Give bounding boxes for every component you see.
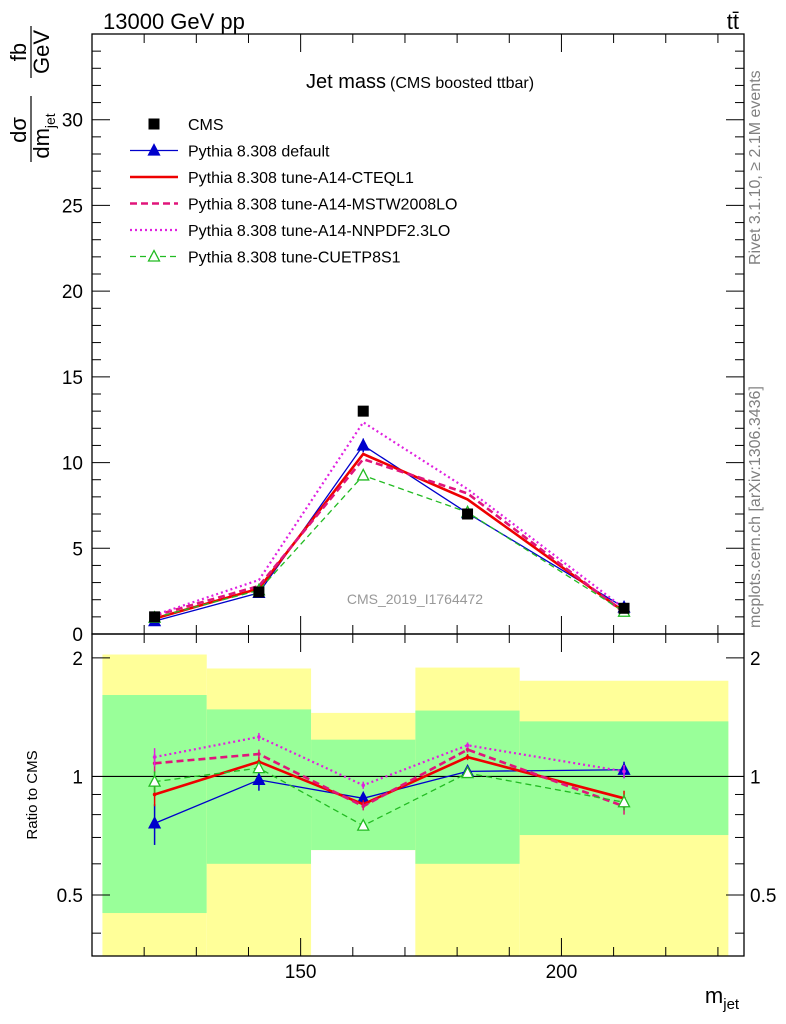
cms-data-point [149, 611, 161, 623]
ylabel-den: dmjet [29, 113, 58, 158]
ylabel-unit-den: GeV [29, 30, 54, 74]
cms-data-point [462, 508, 474, 520]
ratio-series-point [460, 765, 475, 779]
y-tick-label: 25 [62, 196, 83, 217]
main-plot: 0 5 10 15 20 25 30 [62, 33, 745, 652]
ratio-series-point [152, 792, 157, 797]
ratio-series-point [622, 769, 626, 774]
legend: CMS Pythia 8.308 default Pythia 8.308 tune… [130, 117, 457, 267]
ratio-series-point [465, 755, 470, 759]
process-label: tt̄ [727, 9, 739, 34]
y-tick-label: 10 [62, 454, 83, 475]
ratio-series-point [617, 794, 631, 808]
ratio-plot-frame [91, 633, 745, 957]
green-band-bin [519, 721, 729, 836]
ratio-series-point [257, 735, 261, 739]
legend-marker [147, 249, 161, 262]
ratio-series-point [465, 747, 470, 752]
ratio-y-tick-label: 0.5 [57, 886, 83, 907]
analysis-id: CMS_2019_I1764472 [347, 591, 483, 607]
legend-label: Pythia 8.308 tune-A14-CTEQL1 [188, 170, 414, 187]
legend-item: Pythia 8.308 tune-A14-CTEQL1 [130, 170, 414, 187]
ratio-series-point [257, 752, 261, 756]
ratio-series-point [148, 774, 162, 787]
green-band-bin [415, 710, 520, 864]
legend-marker [147, 143, 161, 156]
y-tick-label: 15 [62, 368, 83, 389]
ratio-series-point [361, 783, 366, 788]
mcplots-label: mcplots.cern.ch [arXiv:1306.3436] [747, 386, 764, 628]
main-series-line [154, 457, 625, 617]
legend-item: CMS [148, 117, 224, 134]
cms-data-point [618, 602, 630, 614]
legend-swatch [148, 118, 160, 130]
x-axis-label: mjet [705, 983, 740, 1013]
legend-item: Pythia 8.308 tune-A14-MSTW2008LO [130, 197, 457, 214]
main-series-line [154, 420, 625, 617]
y-tick-label: 0 [72, 625, 83, 646]
main-series-point [356, 468, 370, 481]
ratio-y-tick-label-right: 1 [750, 767, 761, 788]
legend-label: Pythia 8.308 tune-A14-MSTW2008LO [188, 197, 457, 214]
ylabel-unit-num: fb [6, 43, 31, 61]
legend-item: Pythia 8.308 tune-CUETP8S1 [130, 249, 401, 267]
ratio-series-point [152, 755, 157, 759]
energy-label: 13000 GeV pp [103, 9, 245, 34]
ratio-series-point [148, 815, 162, 829]
x-tick-label: 150 [285, 962, 317, 983]
ratio-series-point [252, 772, 266, 786]
ratio-series-point [252, 760, 266, 774]
ratio-series-point [465, 743, 470, 748]
y-tick-label: 30 [62, 111, 83, 132]
chart-title: Jet mass (CMS boosted ttbar) [306, 71, 534, 93]
main-y-axis-label: dσ dmjet fb GeV [6, 26, 58, 162]
legend-label: Pythia 8.308 tune-CUETP8S1 [188, 250, 401, 267]
legend-label: CMS [188, 117, 224, 134]
y-tick-label: 5 [72, 539, 83, 560]
ratio-y-tick-label: 1 [72, 767, 83, 788]
y-tick-label: 20 [62, 282, 83, 303]
ratio-series-point [361, 804, 366, 809]
ratio-y-tick-label-right: 2 [750, 649, 761, 670]
ratio-series-point [356, 818, 370, 831]
cms-data-point [357, 405, 369, 417]
cms-data-point [253, 586, 265, 598]
main-series-line [154, 452, 625, 620]
ylabel-num: dσ [6, 117, 31, 143]
legend-label: Pythia 8.308 default [188, 144, 330, 161]
legend-label: Pythia 8.308 tune-A14-NNPDF2.3LO [188, 223, 450, 240]
ratio-y-tick-label: 2 [72, 649, 83, 670]
legend-item: Pythia 8.308 default [130, 143, 330, 161]
ratio-y-axis-label: Ratio to CMS [24, 750, 41, 839]
rivet-label: Rivet 3.1.10, ≥ 2.1M events [747, 70, 764, 265]
ratio-y-tick-label-right: 0.5 [750, 886, 776, 907]
x-tick-label: 200 [546, 962, 578, 983]
band-gap [311, 850, 416, 956]
ratio-plot: 150 200 0.5 0.5 1 1 2 2 [57, 633, 776, 983]
legend-item: Pythia 8.308 tune-A14-NNPDF2.3LO [130, 223, 450, 240]
